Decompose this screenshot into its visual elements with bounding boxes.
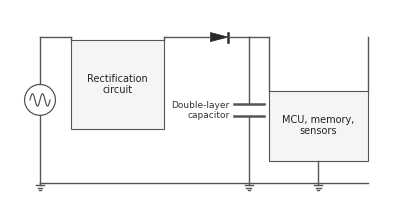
Polygon shape	[210, 33, 228, 42]
Text: Rectification
circuit: Rectification circuit	[87, 74, 148, 95]
Text: Double-layer
capacitor: Double-layer capacitor	[171, 101, 230, 120]
Bar	[269, 91, 368, 161]
Text: MCU, memory,
sensors: MCU, memory, sensors	[282, 115, 354, 136]
Bar	[71, 40, 164, 129]
